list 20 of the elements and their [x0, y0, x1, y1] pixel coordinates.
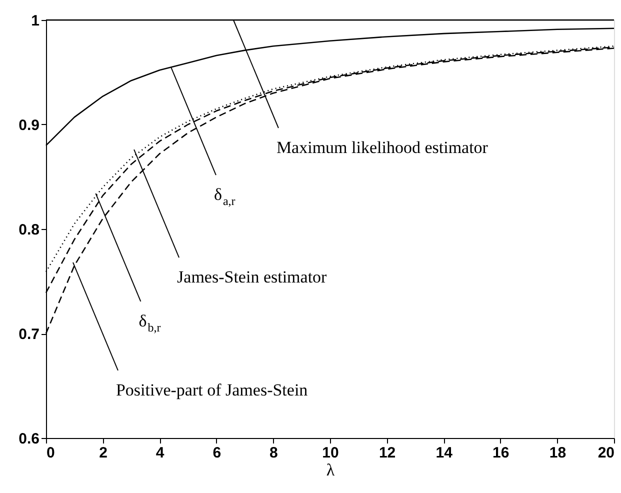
y-tick-label: 0.9 [18, 117, 40, 134]
x-tick-label: 18 [549, 444, 566, 462]
x-tick-label: 20 [598, 444, 614, 462]
y-tick-label: 0.7 [18, 326, 40, 343]
x-axis-title: λ [326, 460, 336, 480]
x-tick-label: 8 [270, 444, 278, 462]
y-tick-label: 0.8 [18, 222, 40, 238]
x-tick-label: 4 [156, 444, 165, 462]
x-tick-label: 6 [212, 444, 222, 462]
annotation: James-Stein estimator [177, 268, 328, 287]
x-tick-label: 2 [99, 444, 108, 462]
y-tick-label: 0.6 [18, 430, 40, 448]
x-tick-label: 14 [436, 444, 454, 462]
annotation: Maximum likelihood estimator [276, 138, 488, 157]
x-tick-label: 12 [378, 444, 396, 462]
y-tick-label: 1 [31, 12, 40, 30]
x-tick-label: 16 [492, 444, 510, 462]
x-tick-label: 0 [46, 444, 55, 462]
x-tick-label: 10 [322, 444, 339, 462]
annotation: Positive-part of James-Stein [116, 380, 308, 400]
